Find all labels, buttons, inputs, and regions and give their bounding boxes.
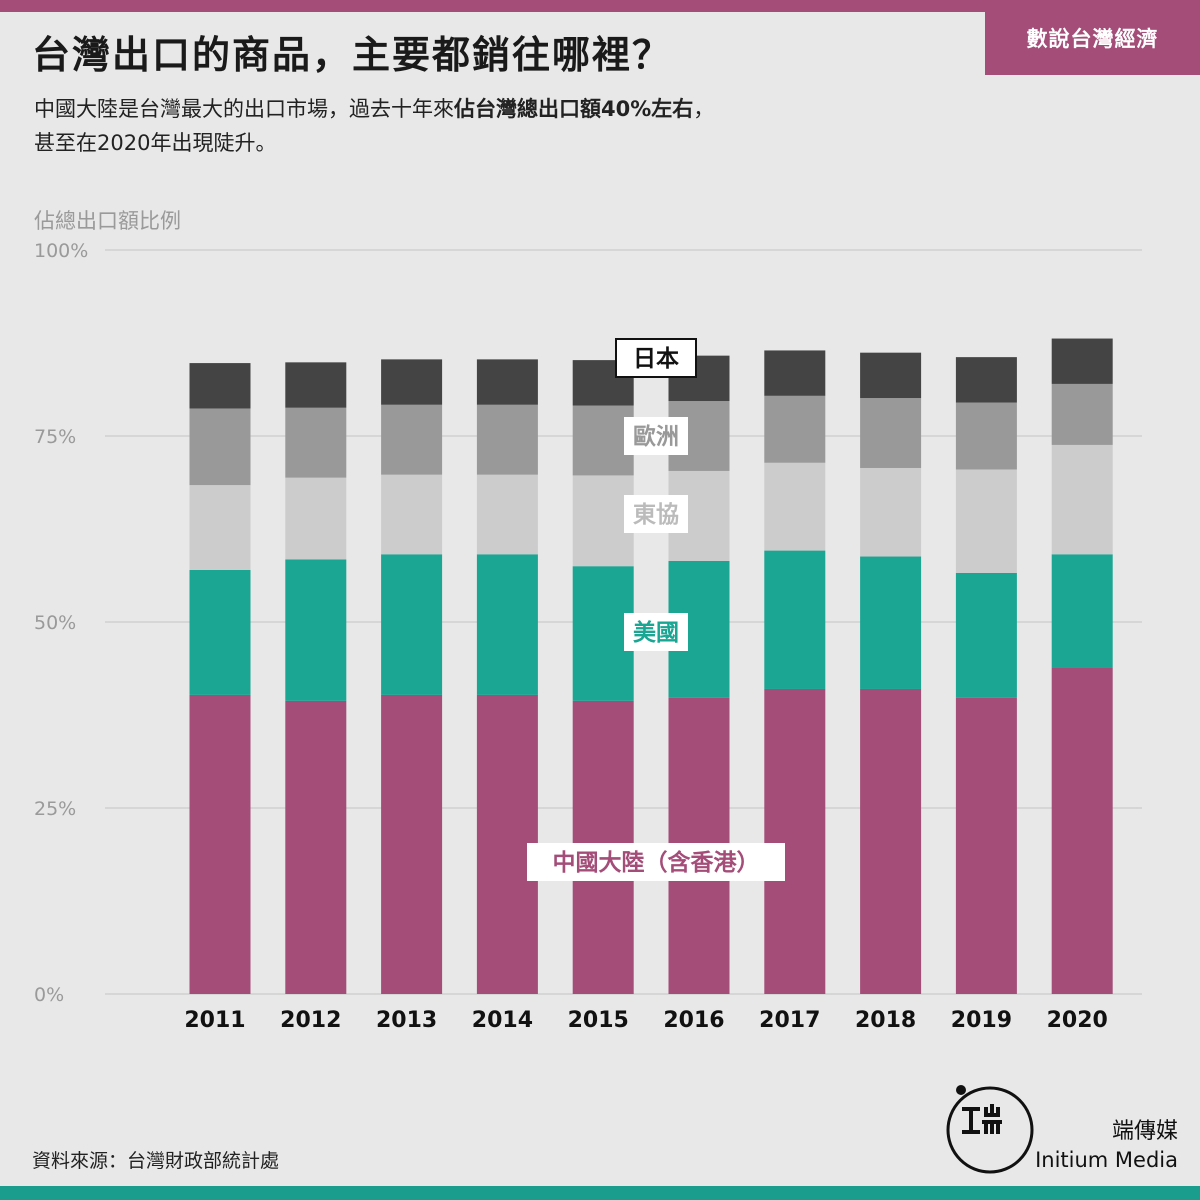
- top-accent-bar: [0, 0, 1200, 12]
- bar-segment: [860, 556, 922, 689]
- bar-segment: [1051, 383, 1113, 445]
- brand-name-zh: 端傳媒: [1111, 1119, 1178, 1144]
- x-tick-label: 2015: [568, 1008, 629, 1033]
- bar-segment: [285, 700, 347, 994]
- series-tag: 數說台灣經濟: [985, 0, 1200, 75]
- x-tick-label: 2020: [1047, 1008, 1108, 1033]
- legend-label-box: [615, 338, 697, 378]
- bar-segment: [476, 554, 538, 695]
- y-tick-label: 50%: [34, 612, 76, 634]
- bar-segment: [860, 398, 922, 468]
- initium-logo-icon: [946, 1085, 1034, 1174]
- bar-segment: [189, 485, 251, 570]
- x-tick-label: 2012: [280, 1008, 341, 1033]
- bar-segment: [764, 550, 826, 689]
- y-tick-label: 75%: [34, 426, 76, 448]
- bar-segment: [189, 363, 251, 409]
- x-tick-label: 2018: [855, 1008, 916, 1033]
- bar-segment: [476, 359, 538, 405]
- bar-segment: [955, 572, 1017, 698]
- bar-segment: [1051, 444, 1113, 555]
- bar-segment: [381, 554, 443, 695]
- subtitle: 中國大陸是台灣最大的出口市場，過去十年來佔台灣總出口額40%左右， 甚至在202…: [34, 92, 934, 160]
- bar-segment: [955, 357, 1017, 403]
- y-axis-title: 佔總出口額比例: [34, 209, 181, 233]
- bar-segment: [1051, 554, 1113, 668]
- bar-segment: [955, 697, 1017, 994]
- legend-label-box: [527, 843, 785, 881]
- bar-segment: [955, 402, 1017, 470]
- bar-segment: [1051, 667, 1113, 994]
- source-note: 資料來源：台灣財政部統計處: [32, 1150, 280, 1172]
- page-title: 台灣出口的商品，主要都銷往哪裡？: [32, 33, 673, 77]
- brand-name-en: Initium Media: [1035, 1148, 1178, 1172]
- subtitle-line-1: 中國大陸是台灣最大的出口市場，過去十年來佔台灣總出口額40%左右，: [34, 92, 934, 126]
- bar-segment: [572, 566, 634, 701]
- subtitle-text-a: 中國大陸是台灣最大的出口市場，過去十年來: [34, 97, 454, 121]
- bar-segment: [381, 694, 443, 994]
- bar-segment: [764, 462, 826, 551]
- x-tick-label: 2019: [951, 1008, 1012, 1033]
- x-tick-label: 2014: [472, 1008, 533, 1033]
- x-tick-label: 2017: [759, 1008, 820, 1033]
- bar-segment: [764, 350, 826, 396]
- bar-segment: [189, 408, 251, 486]
- bar-segment: [860, 688, 922, 994]
- legend-label-box: [624, 417, 688, 455]
- bar-segment: [476, 404, 538, 475]
- x-tick-label: 2011: [184, 1008, 245, 1033]
- legend-label: 歐洲: [633, 423, 679, 450]
- bar-segment: [381, 359, 443, 405]
- legend-label-box: [624, 613, 688, 651]
- legend-label: 東協: [633, 502, 679, 528]
- bar-segment: [860, 352, 922, 399]
- bar-segment: [381, 474, 443, 555]
- bar-segment: [285, 362, 347, 408]
- bar-segment: [285, 477, 347, 560]
- x-tick-label: 2013: [376, 1008, 437, 1033]
- bar-segment: [955, 469, 1017, 573]
- y-tick-label: 100%: [34, 240, 88, 262]
- bar-segment: [764, 688, 826, 994]
- subtitle-highlight: 佔台灣總出口額40%左右: [454, 97, 694, 121]
- bar-segment: [189, 694, 251, 994]
- y-tick-label: 25%: [34, 798, 76, 820]
- subtitle-text-b: ，: [693, 97, 715, 121]
- bar-segment: [189, 569, 251, 695]
- legend-label-box: [624, 495, 688, 533]
- y-tick-label: 0%: [34, 984, 64, 1006]
- legend-label: 中國大陸（含香港）: [553, 849, 760, 876]
- bar-segment: [476, 474, 538, 555]
- bar-segment: [1051, 338, 1113, 384]
- subtitle-line-2: 甚至在2020年出現陡升。: [34, 131, 277, 155]
- bar-segment: [381, 404, 443, 475]
- x-tick-label: 2016: [663, 1008, 724, 1033]
- bar-segment: [285, 559, 347, 701]
- bar-segment: [572, 475, 634, 567]
- stacked-bar-chart: 佔總出口額比例 0% 25% 50% 75% 100% 2011 2012 2013 2014 20…: [34, 209, 1142, 1033]
- bar-segment: [860, 467, 922, 557]
- bottom-accent-bar: [0, 1186, 1200, 1200]
- legend-label: 日本: [633, 346, 679, 372]
- bar-segment: [285, 407, 347, 478]
- bar-segment: [572, 405, 634, 476]
- legend-label: 美國: [633, 619, 679, 646]
- bar-segment: [764, 395, 826, 463]
